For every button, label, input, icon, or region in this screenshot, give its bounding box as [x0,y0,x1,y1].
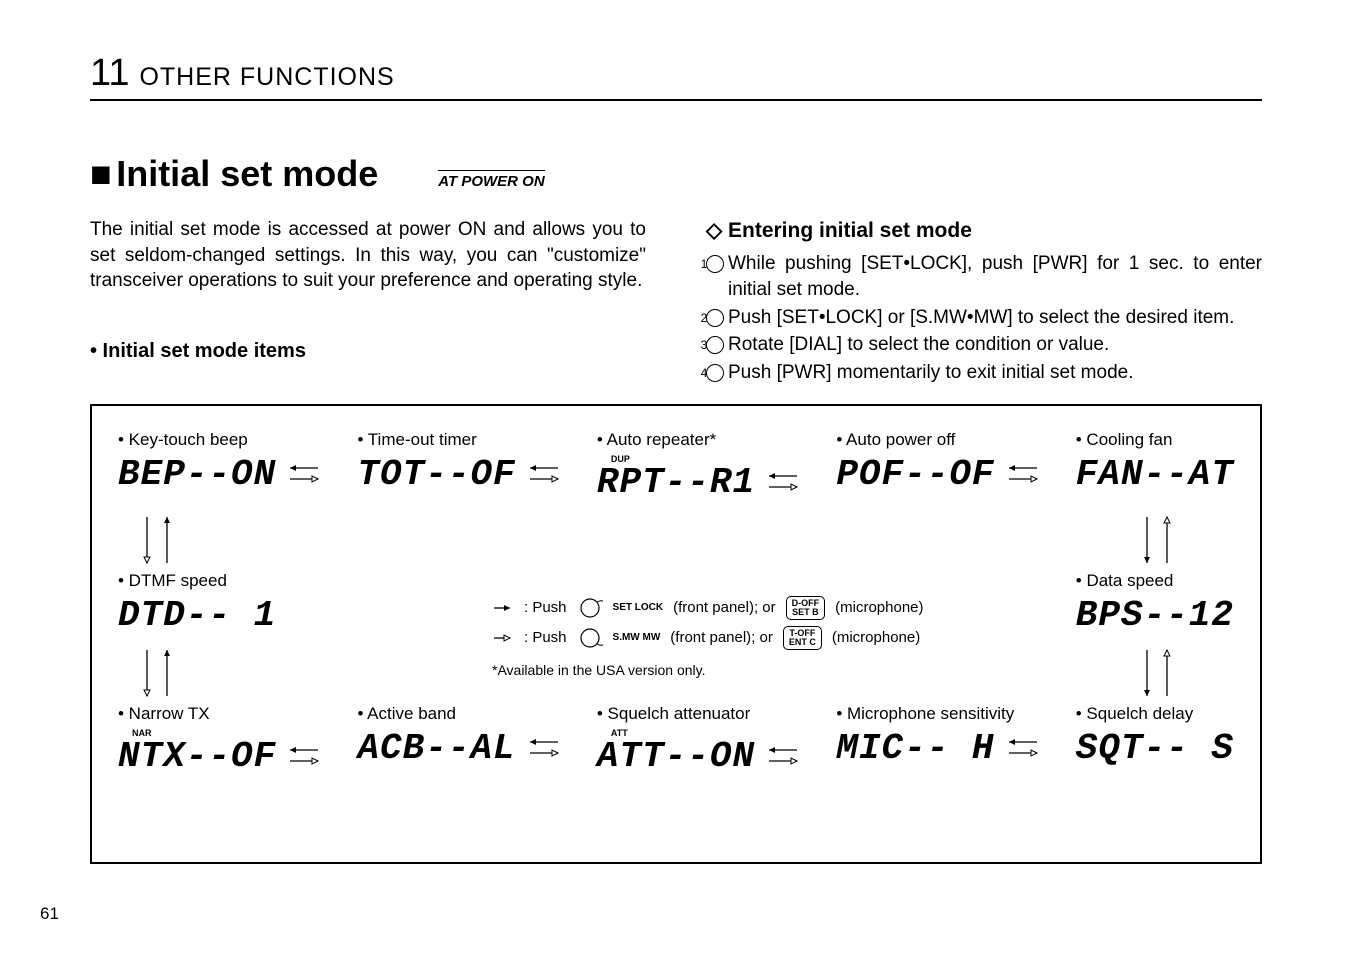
step-2: 2Push [SET•LOCK] or [S.MW•MW] to select … [706,305,1262,331]
hnav-arrow-icon [526,462,562,486]
hnav-arrow-icon [526,736,562,760]
at-power-on-label: AT POWER ON [438,170,544,190]
item-beep: • Key-touch beep BEP--ON [118,430,324,495]
hnav-arrow-icon [765,470,801,494]
step-3: 3Rotate [DIAL] to select the condition o… [706,332,1262,358]
item-dtmf: • DTMF speed DTD-- 1 [118,571,276,636]
entering-heading: ◇ Entering initial set mode [706,217,1262,245]
open-arrow-icon [492,632,514,644]
section-bullet: ■ [90,153,112,194]
vnav-arrow-icon [1140,513,1174,567]
legend: : Push SET LOCK (front panel); or D-OFFS… [492,596,1012,678]
vnav-arrow-icon [1140,646,1174,700]
item-pof: • Auto power off POF--OF [836,430,1042,495]
chapter-title: OTHER FUNCTIONS [139,63,394,92]
item-att: • Squelch attenuator ATT ATT--ON [597,704,803,777]
item-rpt: • Auto repeater* DUP RPT--R1 [597,430,803,503]
vnav-arrow-icon [140,513,174,567]
step-4: 4Push [PWR] momentarily to exit initial … [706,360,1262,386]
item-bps: • Data speed BPS--12 [1076,571,1234,636]
step-1: 1While pushing [SET•LOCK], push [PWR] fo… [706,251,1262,302]
intro-paragraph: The initial set mode is accessed at powe… [90,217,646,294]
item-tot: • Time-out timer TOT--OF [357,430,563,495]
item-ntx: • Narrow TX NAR NTX--OF [118,704,324,777]
page-number: 61 [40,904,59,924]
legend-note: *Available in the USA version only. [492,662,1012,678]
knob-icon [577,627,603,649]
divider [90,99,1262,101]
items-heading: • Initial set mode items [90,338,646,365]
hnav-arrow-icon [1005,462,1041,486]
chapter-number: 11 [90,52,129,95]
section-title: Initial set mode [116,153,378,194]
hnav-arrow-icon [286,462,322,486]
hnav-arrow-icon [1005,736,1041,760]
key-setb: D-OFFSET B [786,596,826,620]
item-mic: • Microphone sensitivity MIC-- H [836,704,1042,769]
diagram-box: • Key-touch beep BEP--ON • Time-out time… [90,404,1262,864]
hnav-arrow-icon [765,744,801,768]
item-acb: • Active band ACB--AL [357,704,563,769]
hnav-arrow-icon [286,744,322,768]
item-fan: • Cooling fan FAN--AT [1076,430,1234,495]
knob-icon [577,597,603,619]
solid-arrow-icon [492,602,514,614]
vnav-arrow-icon [140,646,174,700]
item-sqt: • Squelch delay SQT-- S [1076,704,1234,769]
key-entc: T-OFFENT C [783,626,822,650]
